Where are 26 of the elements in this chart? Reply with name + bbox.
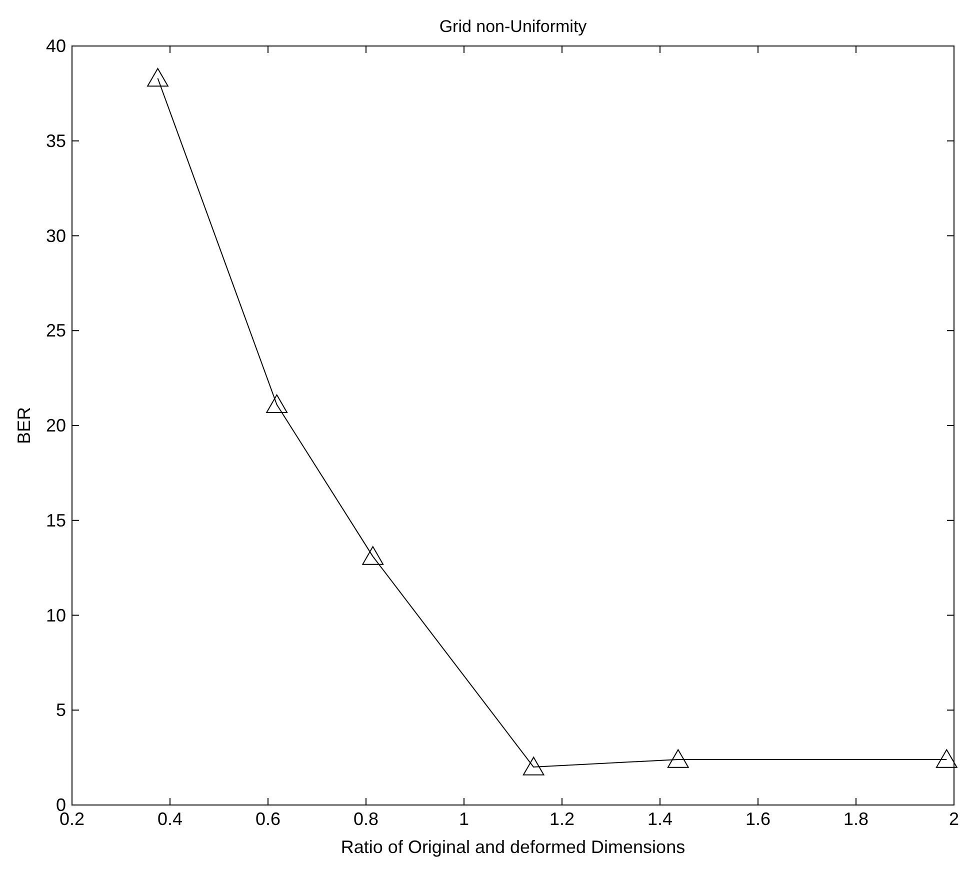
- x-axis-title: Ratio of Original and deformed Dimensions: [340, 837, 686, 857]
- x-tick-label: 1: [458, 809, 470, 829]
- point: [522, 756, 544, 776]
- y-tick-label: 40: [46, 36, 66, 56]
- y-tick-label: 10: [46, 605, 66, 626]
- point: [147, 68, 168, 87]
- x-tick-label: 1.4: [647, 809, 673, 829]
- y-tick-label: 5: [56, 700, 66, 720]
- point: [362, 546, 384, 565]
- chart-title: Grid non-Uniformity: [439, 17, 588, 36]
- x-tick-label: 1.8: [843, 809, 869, 829]
- x-tick-label: 1.6: [745, 809, 771, 829]
- point: [266, 394, 288, 414]
- y-tick-label: 25: [46, 320, 66, 341]
- y-tick-label: 20: [46, 416, 66, 436]
- x-tick-label: 0.8: [353, 809, 379, 829]
- y-axis-title: BER: [14, 406, 34, 444]
- x-tick-label: 0.6: [255, 809, 281, 829]
- y-tick-label: 30: [46, 226, 66, 246]
- x-tick-label: 0.4: [157, 809, 183, 829]
- point: [667, 749, 689, 768]
- point: [936, 749, 958, 768]
- x-tick-label: 2: [948, 809, 960, 829]
- y-tick-label: 35: [46, 130, 66, 151]
- y-tick-label: 15: [46, 510, 66, 530]
- x-tick-label: 1.2: [549, 809, 575, 829]
